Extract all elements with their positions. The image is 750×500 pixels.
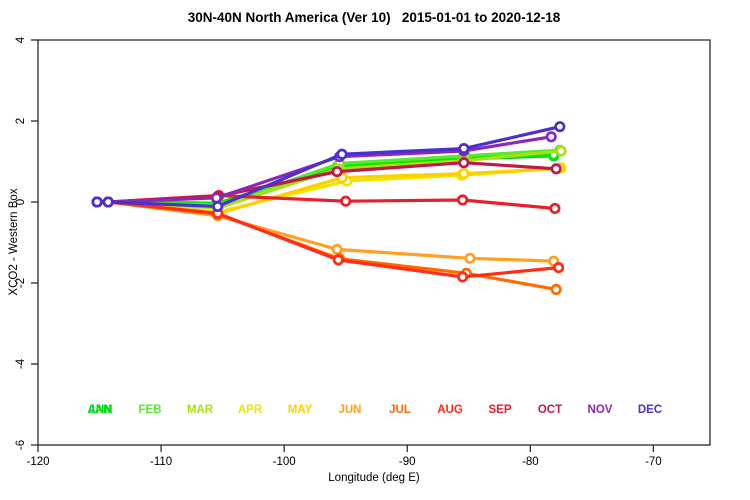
legend-label-DEC: DEC [638, 404, 662, 416]
series-marker-SEP [340, 195, 352, 207]
series-marker-AUG [457, 271, 469, 283]
y-tick-label: 2 [15, 118, 27, 124]
legend-label-JAN: JAN [88, 404, 111, 416]
plot-frame [37, 39, 711, 446]
y-tick-label: -6 [15, 440, 27, 450]
series-marker-SEP [549, 202, 561, 215]
y-tick-label: 0 [15, 199, 27, 205]
legend-label-SEP: SEP [488, 404, 511, 416]
series-marker-DEC [102, 196, 114, 208]
series-marker-DEC [336, 148, 348, 160]
legend-label-AUG: AUG [437, 404, 463, 416]
x-tick-label: -120 [26, 456, 49, 468]
series-marker-AUG [553, 262, 565, 274]
series-marker-MAR [555, 145, 567, 157]
series-marker-SEP [457, 194, 469, 206]
x-tick-label: -110 [150, 456, 172, 468]
legend-label-JUL: JUL [389, 404, 411, 416]
series-marker-OCT [331, 166, 343, 178]
series-marker-MAY [458, 168, 470, 180]
series-marker-OCT [458, 157, 470, 169]
series-marker-OCT [550, 163, 562, 175]
series-marker-NOV [545, 131, 557, 143]
series-marker-DEC [212, 200, 224, 213]
series-marker-AUG [332, 254, 344, 266]
y-tick-label: -2 [15, 278, 27, 288]
series-marker-NOV [210, 192, 223, 204]
series-marker-DEC [458, 142, 470, 155]
legend-label-ANN: ANN [88, 404, 113, 416]
series-line-AUG [95, 200, 561, 279]
legend-label-APR: APR [238, 404, 263, 416]
legend-label-MAR: MAR [187, 404, 214, 416]
legend-label-MAY: MAY [288, 404, 313, 416]
y-tick-label: 4 [15, 36, 27, 43]
x-tick-label: -70 [645, 456, 662, 468]
legend-label-OCT: OCT [538, 404, 562, 416]
series-marker-JUL [550, 283, 562, 296]
legend-label-FEB: FEB [139, 404, 162, 416]
legend-label-JUN: JUN [338, 404, 361, 416]
series-marker-DEC [554, 121, 566, 133]
x-tick-label: -90 [399, 456, 416, 468]
x-tick-label: -80 [522, 456, 539, 468]
legend-label-NOV: NOV [588, 404, 613, 416]
series-marker-JUN [464, 252, 476, 264]
chart-title: 30N-40N North America (Ver 10) 2015-01-0… [187, 10, 561, 25]
series-marker-JUN [331, 243, 343, 255]
y-tick-label: -4 [15, 358, 27, 369]
series-marker-DEC [91, 196, 103, 208]
y-axis-title: XCO2 - Western Box [8, 188, 20, 296]
x-tick-label: -100 [273, 456, 296, 468]
x-axis-title: Longitude (deg E) [328, 472, 420, 484]
